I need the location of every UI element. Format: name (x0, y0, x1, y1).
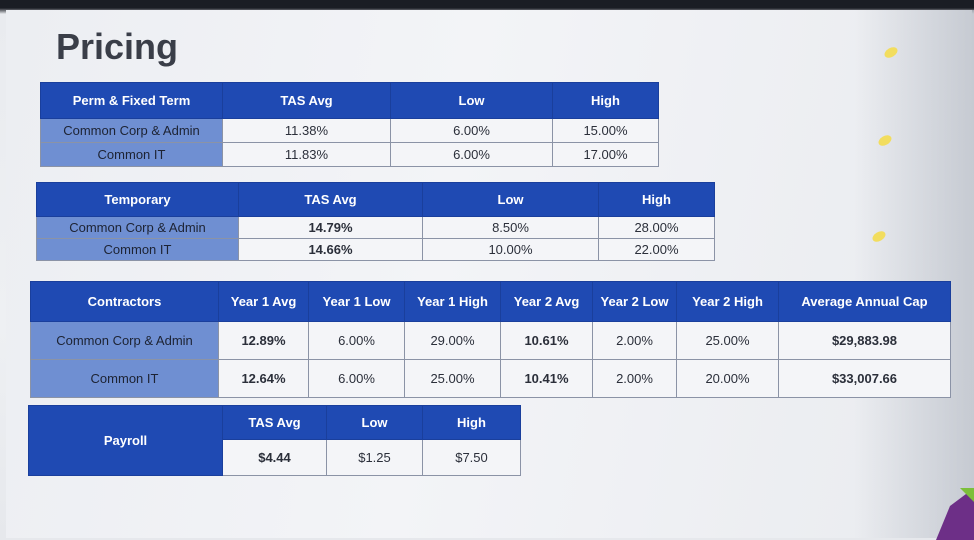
table-cell: 14.66% (238, 238, 423, 261)
table-row: Common IT 11.83% 6.00% 17.00% (40, 142, 659, 167)
table-header: Contractors (30, 281, 219, 322)
table-row: Common IT 12.64% 6.00% 25.00% 10.41% 2.0… (30, 359, 951, 398)
table-cell: 11.38% (222, 118, 391, 143)
row-label: Common IT (36, 238, 239, 261)
page-title: Pricing (56, 26, 179, 67)
table-cell: $1.25 (326, 439, 423, 476)
table-cell: 2.00% (592, 321, 677, 360)
table-header: Perm & Fixed Term (40, 82, 223, 119)
table-cell: 6.00% (390, 142, 553, 167)
table-header: High (598, 182, 715, 217)
table-cell: 20.00% (676, 359, 779, 398)
table-header: High (552, 82, 659, 119)
table-cell: 6.00% (308, 359, 405, 398)
table-header: TAS Avg (222, 82, 391, 119)
table-row: Common Corp & Admin 12.89% 6.00% 29.00% … (30, 321, 951, 360)
corner-logo-shape (936, 488, 974, 540)
table-cell: 25.00% (676, 321, 779, 360)
table-cell: 11.83% (222, 142, 391, 167)
table-header: Year 2 High (676, 281, 779, 322)
table-cell: 15.00% (552, 118, 659, 143)
table-header: High (422, 405, 521, 440)
table-row: Common Corp & Admin 11.38% 6.00% 15.00% (40, 118, 659, 143)
table-cell: 29.00% (404, 321, 501, 360)
table-cell: 14.79% (238, 216, 423, 239)
table-row: Common IT 14.66% 10.00% 22.00% (36, 238, 715, 261)
table-header: Temporary (36, 182, 239, 217)
table-header-row: Payroll TAS Avg Low High (28, 405, 521, 476)
table-cell: 10.00% (422, 238, 599, 261)
table-cell: $29,883.98 (778, 321, 951, 360)
contractors-table: Contractors Year 1 Avg Year 1 Low Year 1… (30, 281, 951, 398)
table-header: Year 1 High (404, 281, 501, 322)
table-header: Year 2 Low (592, 281, 677, 322)
table-header: Year 1 Avg (218, 281, 309, 322)
table-row: $4.44 $1.25 $7.50 (29, 439, 521, 476)
perm-fixed-term-table: Perm & Fixed Term TAS Avg Low High Commo… (40, 82, 659, 167)
row-label: Common IT (40, 142, 223, 167)
table-header: Year 1 Low (308, 281, 405, 322)
row-label: Common Corp & Admin (30, 321, 219, 360)
table-cell: $33,007.66 (778, 359, 951, 398)
table-header-row: Temporary TAS Avg Low High (36, 182, 715, 217)
table-cell: 12.64% (218, 359, 309, 398)
table-cell: 2.00% (592, 359, 677, 398)
table-cell: $4.44 (222, 439, 327, 476)
temporary-table: Temporary TAS Avg Low High Common Corp &… (36, 182, 715, 261)
table-cell: 6.00% (308, 321, 405, 360)
background-shade (854, 10, 974, 538)
table-header: TAS Avg (222, 405, 327, 440)
payroll-table: Payroll TAS Avg Low High $4.44 $1.25 $7.… (28, 405, 521, 476)
table-header-row: Perm & Fixed Term TAS Avg Low High (40, 82, 659, 119)
row-label: Common Corp & Admin (40, 118, 223, 143)
row-label: Payroll (28, 405, 223, 476)
table-cell: $7.50 (422, 439, 521, 476)
table-row: Common Corp & Admin 14.79% 8.50% 28.00% (36, 216, 715, 239)
table-cell: 25.00% (404, 359, 501, 398)
table-cell: 10.41% (500, 359, 593, 398)
table-header: Year 2 Avg (500, 281, 593, 322)
row-label: Common Corp & Admin (36, 216, 239, 239)
table-header-row: Contractors Year 1 Avg Year 1 Low Year 1… (30, 281, 951, 322)
table-cell: 12.89% (218, 321, 309, 360)
row-label: Common IT (30, 359, 219, 398)
table-cell: 10.61% (500, 321, 593, 360)
table-header: Low (326, 405, 423, 440)
table-header: Low (390, 82, 553, 119)
table-cell: 28.00% (598, 216, 715, 239)
table-cell: 6.00% (390, 118, 553, 143)
table-header: Low (422, 182, 599, 217)
table-cell: 22.00% (598, 238, 715, 261)
table-header: Average Annual Cap (778, 281, 951, 322)
table-cell: 8.50% (422, 216, 599, 239)
table-cell: 17.00% (552, 142, 659, 167)
table-header: TAS Avg (238, 182, 423, 217)
